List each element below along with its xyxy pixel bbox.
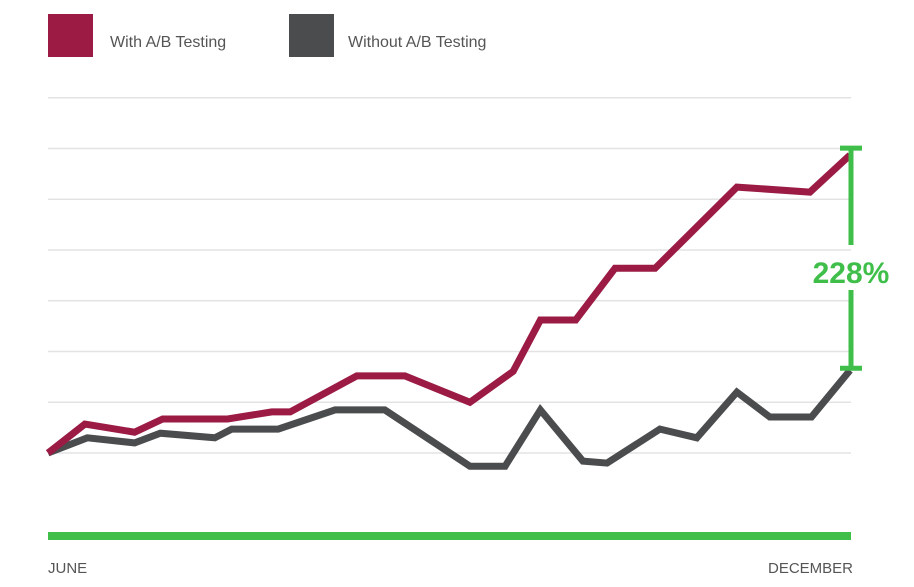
gridlines: [48, 97, 851, 454]
legend-swatch-without-ab: [289, 14, 334, 57]
x-tick-label-june: JUNE: [48, 560, 87, 577]
annotation-label: 228%: [813, 257, 890, 290]
difference-annotation: 228%: [813, 145, 890, 371]
legend-label-with-ab: With A/B Testing: [110, 34, 226, 51]
series-lines: [45, 152, 853, 470]
legend-label-without-ab: Without A/B Testing: [348, 34, 486, 51]
series-line-without-ab: [46, 368, 853, 470]
x-tick-label-december: DECEMBER: [768, 560, 853, 577]
legend-swatch-with-ab: [48, 14, 93, 57]
legend: With A/B Testing Without A/B Testing: [48, 14, 486, 57]
series-line-with-ab: [45, 152, 853, 456]
x-axis-baseline: [48, 532, 851, 540]
